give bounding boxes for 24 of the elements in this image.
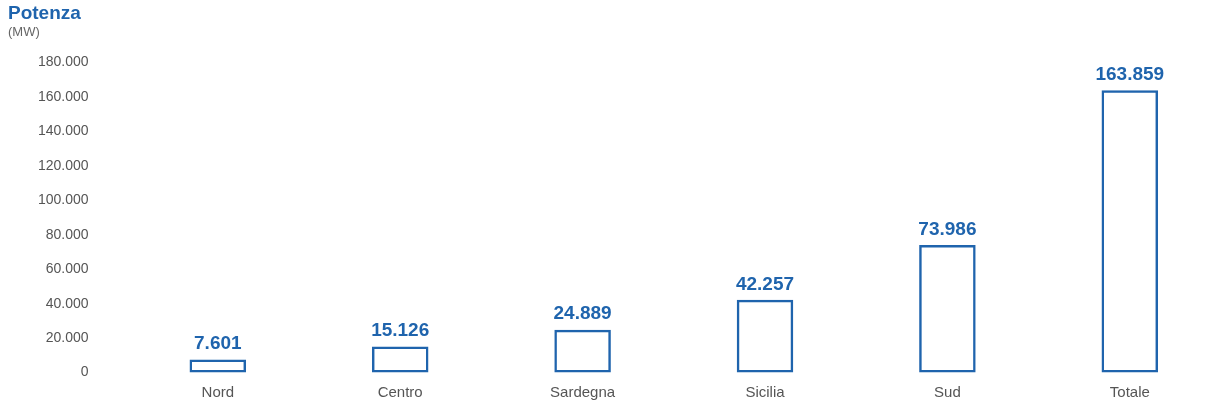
y-tick-label: 160.000 [38, 87, 89, 104]
chart-title: Potenza [8, 1, 82, 23]
y-tick-label: 100.000 [38, 191, 89, 208]
x-tick-label: Nord [201, 382, 235, 400]
y-tick-label: 120.000 [38, 156, 89, 173]
x-tick-label: Sicilia [745, 382, 786, 400]
x-tick-label: Centro [377, 382, 423, 400]
y-tick-label: 0 [80, 363, 89, 380]
data-label: 73.986 [918, 217, 977, 239]
x-tick-label: Sud [934, 382, 961, 400]
data-label: 163.859 [1095, 62, 1165, 84]
y-tick-label: 20.000 [45, 328, 89, 345]
data-label: 7.601 [194, 332, 243, 354]
y-tick-label: 140.000 [38, 122, 89, 139]
chart-subtitle: (MW) [8, 24, 40, 40]
x-tick-label: Totale [1109, 382, 1150, 400]
x-tick-label: Sardegna [550, 382, 616, 400]
data-label: 15.126 [371, 319, 430, 341]
y-tick-label: 60.000 [45, 260, 89, 277]
data-label: 42.257 [735, 272, 795, 294]
y-tick-label: 40.000 [45, 294, 89, 311]
y-tick-label: 80.000 [45, 225, 89, 242]
data-label: 24.889 [553, 302, 612, 324]
y-tick-label: 180.000 [38, 53, 89, 70]
